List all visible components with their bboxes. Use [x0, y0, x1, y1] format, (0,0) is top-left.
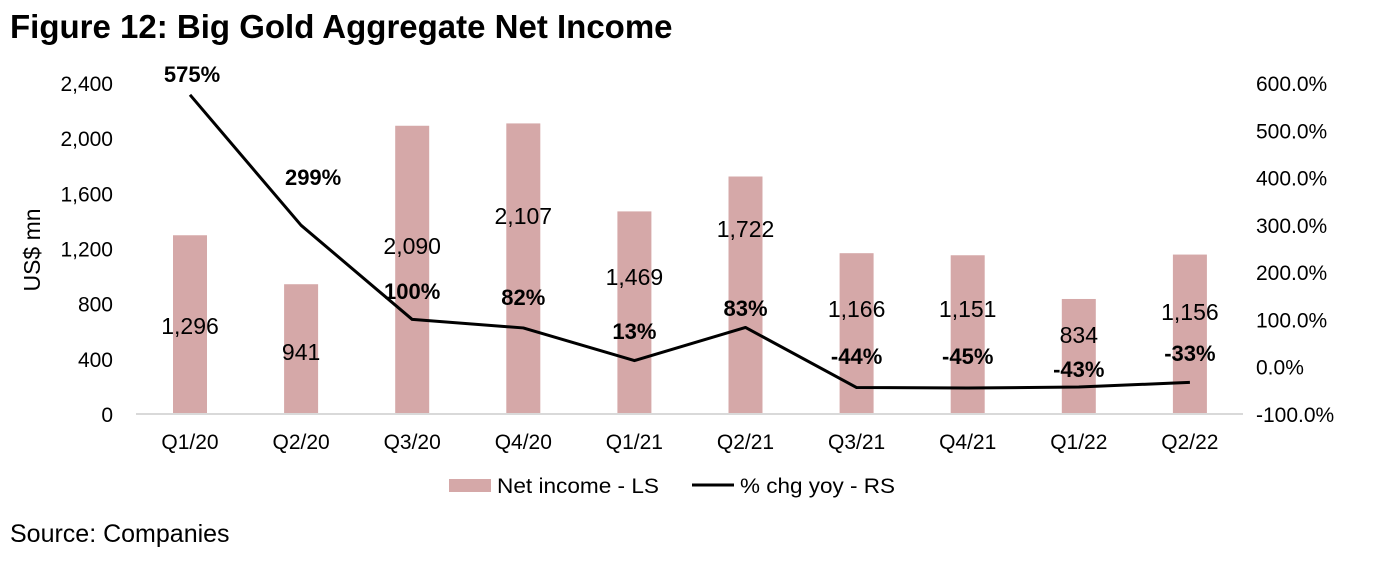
x-tick-label: Q1/21: [606, 431, 663, 454]
legend-label-net-income: Net income - LS: [497, 475, 659, 498]
x-tick-label: Q3/21: [828, 431, 885, 454]
line-value-label: -44%: [831, 344, 882, 369]
line-value-label: 13%: [612, 319, 656, 344]
bar-value-label: 1,722: [717, 216, 775, 242]
bar-value-label: 1,151: [939, 296, 997, 322]
bar-Q1-20: [173, 235, 207, 414]
x-tick-label: Q1/22: [1050, 431, 1107, 454]
left-tick-label: 800: [78, 294, 113, 317]
legend-swatch-net-income: [449, 479, 491, 492]
bar-Q1-21: [617, 211, 652, 414]
left-tick-label: 2,000: [60, 128, 113, 151]
legend: Net income - LS % chg yoy - RS: [449, 475, 895, 498]
left-tick-label: 2,400: [60, 73, 113, 96]
bar-value-label: 1,296: [161, 313, 219, 339]
left-tick-label: 1,600: [60, 183, 113, 206]
line-value-label: 299%: [285, 165, 341, 190]
x-tick-label: Q2/22: [1161, 431, 1218, 454]
line-value-label: -33%: [1164, 341, 1215, 366]
line-value-label: -43%: [1053, 357, 1104, 382]
right-tick-label: 500.0%: [1256, 120, 1327, 143]
x-axis-ticks: Q1/20 Q2/20 Q3/20 Q4/20 Q1/21 Q2/21 Q3/21 Q4/21…: [161, 431, 1218, 454]
bar-Q2-21: [728, 176, 763, 414]
legend-label-pct-change: % chg yoy - RS: [740, 475, 895, 498]
left-tick-label: 0: [101, 404, 113, 427]
bar-Q1-22: [1061, 298, 1096, 414]
bar-Q3-20: [395, 125, 430, 415]
line-value-label: 575%: [164, 62, 220, 87]
bar-Q2-20: [284, 284, 319, 414]
x-tick-label: Q2/20: [272, 431, 329, 454]
bar-value-label: 834: [1060, 322, 1099, 348]
right-axis-ticks: -100.0% 0.0% 100.0% 200.0% 300.0% 400.0% 500.0…: [1256, 73, 1334, 427]
bar-Q3-21: [839, 253, 874, 414]
x-tick-label: Q4/20: [495, 431, 552, 454]
x-tick-label: Q4/21: [939, 431, 996, 454]
source-note: Source: Companies: [10, 520, 230, 548]
left-tick-label: 400: [78, 349, 113, 372]
right-tick-label: -100.0%: [1256, 404, 1334, 427]
bar-Q4-21: [950, 255, 985, 414]
left-axis-ticks: 0 400 800 1,200 1,600 2,000 2,400: [60, 73, 113, 427]
bar-Q4-20: [506, 123, 541, 415]
x-tick-label: Q2/21: [717, 431, 774, 454]
left-tick-label: 1,200: [60, 239, 113, 262]
line-value-label: 83%: [723, 296, 767, 321]
right-tick-label: 600.0%: [1256, 73, 1327, 96]
x-tick-label: Q1/20: [161, 431, 218, 454]
bar-Q2-22: [1172, 254, 1207, 414]
right-tick-label: 100.0%: [1256, 309, 1327, 332]
chart-title: Figure 12: Big Gold Aggregate Net Income: [10, 8, 673, 45]
bar-value-label: 1,166: [828, 296, 886, 322]
bar-value-label: 2,107: [495, 203, 553, 229]
bar-value-label: 2,090: [383, 233, 441, 259]
pct-change-line: [188, 93, 1190, 390]
y-axis-label: US$ mn: [19, 208, 45, 291]
right-tick-label: 0.0%: [1256, 357, 1304, 380]
bar-value-label: 1,156: [1161, 299, 1219, 325]
bar-value-label: 1,469: [606, 264, 664, 290]
bar-labels: 1,296 941 2,090 2,107 1,469 1,722 1,166 1,151 83…: [161, 203, 1218, 365]
x-tick-label: Q3/20: [384, 431, 441, 454]
line-value-label: 100%: [384, 279, 440, 304]
bar-value-label: 941: [282, 339, 320, 365]
chart: US$ mn 0 400 800 1,200 1,600 2,000 2,400 -100.…: [19, 62, 1334, 498]
line-labels: 575% 299% 100% 82% 13% 83% -44% -45% -43% -33%: [164, 62, 1216, 382]
right-tick-label: 200.0%: [1256, 262, 1327, 285]
line-value-label: -45%: [942, 344, 993, 369]
right-tick-label: 300.0%: [1256, 215, 1327, 238]
line-value-label: 82%: [501, 285, 545, 310]
right-tick-label: 400.0%: [1256, 168, 1327, 191]
